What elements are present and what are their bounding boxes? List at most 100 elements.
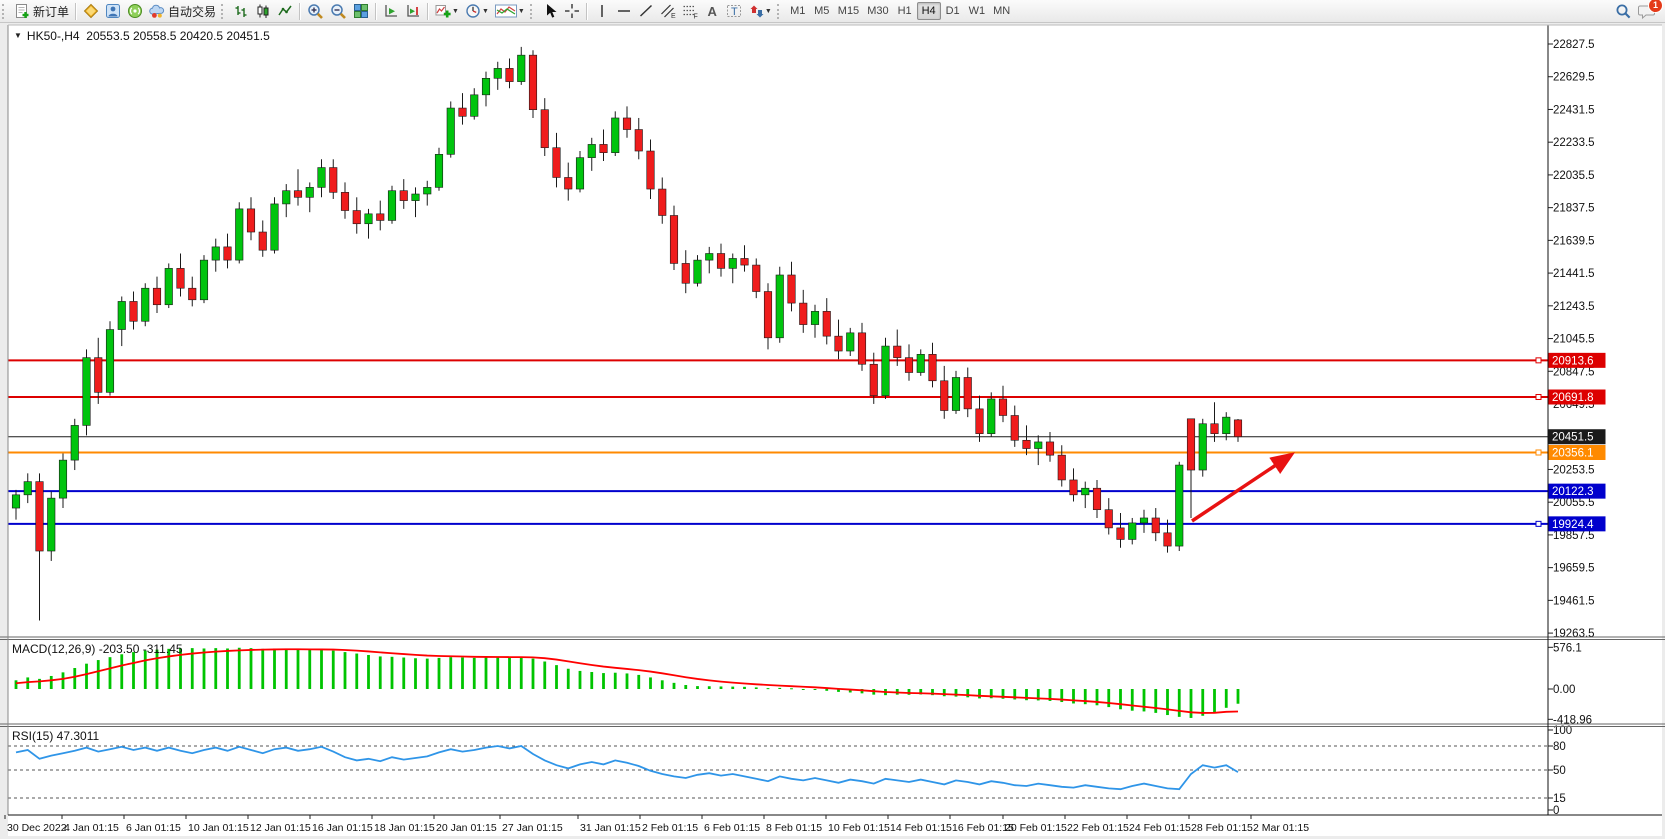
macd-histogram-bar <box>308 649 312 689</box>
bar-chart-button[interactable] <box>230 1 252 21</box>
candle-body <box>822 311 831 337</box>
horizontal-line-icon <box>616 3 632 19</box>
price-tick-label: 20055.5 <box>1553 497 1595 509</box>
candlestick-series <box>11 46 1243 621</box>
macd-histogram-bar <box>461 657 464 689</box>
toolbar-grip[interactable] <box>2 3 7 19</box>
candle-body <box>1222 416 1231 434</box>
candle-body <box>82 357 91 426</box>
line-handle[interactable] <box>1535 394 1542 401</box>
timeframe-d1-button[interactable]: D1 <box>945 5 960 17</box>
candle-body <box>1139 517 1149 524</box>
timeframe-w1-button[interactable]: W1 <box>968 5 986 17</box>
chart-shift-button[interactable] <box>402 1 424 21</box>
toolbar-grip[interactable] <box>776 3 782 19</box>
horizontal-line-button[interactable] <box>613 1 635 21</box>
candle-body <box>1022 439 1031 449</box>
line-chart-button[interactable] <box>274 1 296 21</box>
timeframe-m5-button[interactable]: M5 <box>814 5 830 17</box>
cursor-button[interactable] <box>539 1 561 21</box>
periods-button[interactable]: ▼ <box>462 1 492 21</box>
indicators-button[interactable]: ▼ <box>432 1 462 21</box>
crosshair-button[interactable] <box>561 1 583 21</box>
macd-histogram-bar <box>1036 689 1040 701</box>
candle-body <box>669 215 679 264</box>
candle-body <box>481 77 491 96</box>
zoom-out-button[interactable] <box>327 1 350 21</box>
timeframe-h4-button[interactable]: H4 <box>916 2 941 20</box>
candlestick-chart-button[interactable] <box>252 1 274 21</box>
channel-icon: E <box>660 3 676 19</box>
line-handle[interactable] <box>1535 357 1542 364</box>
autotrading-button[interactable]: 自动交易 <box>146 1 219 21</box>
fibonacci-button[interactable]: F <box>679 1 701 21</box>
search-button[interactable] <box>1612 1 1635 21</box>
timeframe-m1-button[interactable]: M1 <box>790 5 806 17</box>
chart-title[interactable]: ▼ HK50-,H4 20553.5 20558.5 20420.5 20451.… <box>14 29 270 43</box>
price-tick-label: 22629.5 <box>1553 72 1595 84</box>
macd-histogram-bar <box>202 648 206 689</box>
macd-histogram-bar <box>942 689 946 697</box>
auto-scroll-button[interactable] <box>380 1 402 21</box>
timeframe-h1-button[interactable]: H1 <box>897 5 912 17</box>
macd-histogram-bar <box>1107 689 1111 708</box>
trendline-button[interactable] <box>635 1 657 21</box>
price-badge-text: 20451.5 <box>1552 432 1594 444</box>
macd-histogram-bar <box>296 649 300 689</box>
metaeditor-button[interactable] <box>80 1 102 21</box>
community-profile-button[interactable] <box>102 1 124 21</box>
candle-body <box>1057 454 1066 481</box>
macd-histogram-bar <box>108 657 112 689</box>
price-badge-19924.4 <box>1548 516 1606 532</box>
chart-canvas[interactable]: 22827.5 22629.5 22431.5 22233.5 22035.5 21837… <box>0 22 1665 839</box>
signals-button[interactable] <box>124 1 146 21</box>
line-handle[interactable] <box>1535 449 1542 456</box>
timeframe-m15-button[interactable]: M15 <box>837 5 860 17</box>
macd-histogram-bar <box>1130 689 1134 711</box>
equidistant-channel-button[interactable]: E <box>657 1 679 21</box>
vertical-line-button[interactable] <box>591 1 613 21</box>
toolbar-grip[interactable] <box>221 3 226 19</box>
macd-histogram-bar <box>543 661 547 689</box>
candle-body <box>740 258 749 266</box>
candle-body <box>587 144 596 158</box>
text-button[interactable]: A <box>701 1 723 21</box>
macd-axis-label: -418.96 <box>1553 714 1592 726</box>
macd-histogram-bar <box>508 657 511 689</box>
price-axis[interactable]: 22827.5 22629.5 22431.5 22233.5 22035.5 21837… <box>1548 39 1606 640</box>
vertical-line-icon <box>594 3 610 19</box>
zoom-in-button[interactable] <box>304 1 327 21</box>
chart-background[interactable] <box>8 25 1662 836</box>
notifications-button[interactable]: 1 <box>1635 0 1663 21</box>
time-tick-label: 20 Jan 01:15 <box>436 822 497 834</box>
line-handle[interactable] <box>1535 520 1542 527</box>
candle-body <box>117 301 126 330</box>
chart-dropdown-icon[interactable]: ▼ <box>14 31 22 40</box>
candle-body <box>94 357 103 393</box>
macd-histogram-bar <box>837 689 840 692</box>
svg-text:T: T <box>731 6 738 18</box>
arrows-button[interactable]: ▼ <box>745 1 775 21</box>
candle-body <box>423 187 432 195</box>
rsi-line <box>15 745 1239 791</box>
new-order-button[interactable]: 新订单 <box>11 1 72 21</box>
toolbar-separator <box>427 2 430 20</box>
macd-panel[interactable]: 576.1 0.00 -418.96 <box>14 642 1592 726</box>
price-badge-text: 20122.3 <box>1552 486 1594 498</box>
text-label-button[interactable]: T <box>723 1 745 21</box>
toolbar-grip[interactable] <box>529 3 535 19</box>
timeframe-mn-button[interactable]: MN <box>993 5 1011 17</box>
tile-windows-button[interactable] <box>350 1 372 21</box>
candle-body <box>752 264 761 292</box>
trend-arrow[interactable] <box>1191 452 1296 523</box>
toolbar-separator <box>75 2 78 20</box>
price-tick-label: 21639.5 <box>1553 235 1595 247</box>
price-tick-label: 19461.5 <box>1553 595 1595 607</box>
templates-button[interactable]: ▼ <box>492 1 528 21</box>
candle-body <box>293 190 303 198</box>
price-badge-20691.8 <box>1548 389 1606 405</box>
rsi-panel[interactable]: 100 80 50 150 <box>8 725 1572 817</box>
candle-body <box>152 287 162 306</box>
timeframe-m30-button[interactable]: M30 <box>867 5 889 17</box>
